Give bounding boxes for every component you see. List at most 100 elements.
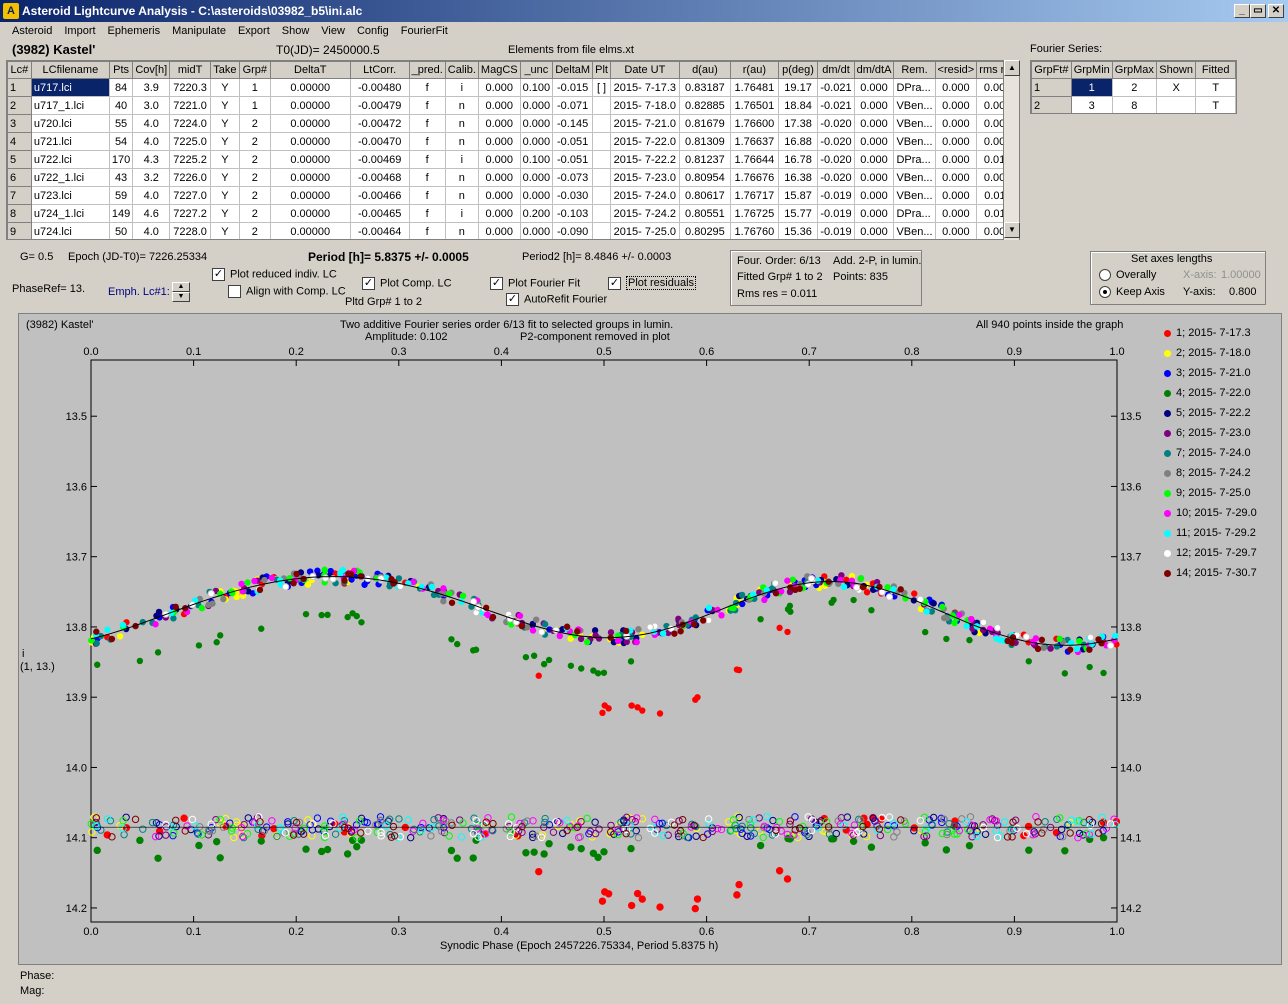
menu-view[interactable]: View bbox=[321, 25, 345, 37]
y-axis-value[interactable]: 0.800 bbox=[1229, 286, 1257, 298]
table-cell[interactable]: 16.78 bbox=[777, 150, 819, 169]
menu-fourierfit[interactable]: FourierFit bbox=[400, 25, 448, 37]
table-cell[interactable]: 7220.3 bbox=[169, 78, 211, 97]
fourier-cell[interactable]: 1 bbox=[1070, 78, 1113, 97]
fourier-column-header[interactable]: GrpMax bbox=[1111, 61, 1157, 79]
table-cell[interactable]: 0.00000 bbox=[269, 222, 351, 239]
table-cell[interactable]: VBen... bbox=[893, 96, 936, 115]
table-cell[interactable]: 7221.0 bbox=[169, 96, 211, 115]
table-row[interactable]: 6 u722_1.lci 43 3.2 7226.0 Y 2 0.00000 -0.00468 f… bbox=[7, 168, 1019, 187]
table-cell[interactable]: VBen... bbox=[893, 114, 936, 133]
column-header[interactable]: LtCorr. bbox=[349, 61, 410, 79]
table-cell[interactable]: 6 bbox=[7, 168, 32, 187]
fourier-cell[interactable]: T bbox=[1195, 96, 1236, 113]
table-cell[interactable]: 7227.2 bbox=[169, 204, 211, 223]
menu-export[interactable]: Export bbox=[237, 25, 270, 37]
table-cell[interactable]: 0.00000 bbox=[269, 204, 351, 223]
table-cell[interactable]: -0.020 bbox=[817, 168, 855, 187]
table-cell[interactable]: 0.100 bbox=[519, 150, 554, 169]
spin-up-icon[interactable]: ▲ bbox=[172, 282, 190, 292]
spin-down-icon[interactable]: ▼ bbox=[172, 292, 190, 302]
table-cell[interactable]: 0.000 bbox=[477, 150, 521, 169]
table-cell[interactable]: u722_1.lci bbox=[30, 168, 110, 187]
table-cell[interactable]: 7225.0 bbox=[169, 132, 211, 151]
table-cell[interactable]: 0.000 bbox=[519, 114, 554, 133]
table-cell[interactable]: f bbox=[408, 222, 446, 239]
table-cell[interactable]: 0.80295 bbox=[678, 222, 732, 239]
table-cell[interactable]: 0.00000 bbox=[269, 132, 351, 151]
table-cell[interactable]: 3.9 bbox=[132, 78, 171, 97]
table-cell[interactable]: Y bbox=[209, 222, 240, 239]
table-cell[interactable]: 1.76501 bbox=[730, 96, 779, 115]
keep-axis-radio[interactable]: Keep Axis bbox=[1099, 286, 1165, 299]
x-axis-value[interactable]: 1.00000 bbox=[1221, 269, 1261, 281]
minimize-button[interactable]: _ bbox=[1234, 4, 1250, 18]
plot-comp-checkbox[interactable]: ✓ Plot Comp. LC bbox=[362, 277, 452, 290]
table-cell[interactable]: 0.000 bbox=[519, 222, 554, 239]
table-cell[interactable]: -0.020 bbox=[817, 114, 855, 133]
table-cell[interactable]: 2015- 7-25.0 bbox=[609, 222, 680, 239]
fourier-cell[interactable]: 2 bbox=[1031, 96, 1072, 113]
table-cell[interactable]: 15.87 bbox=[777, 186, 819, 205]
table-cell[interactable]: 7228.0 bbox=[169, 222, 211, 239]
table-cell[interactable]: 1.76644 bbox=[730, 150, 779, 169]
table-row[interactable]: 3 u720.lci 55 4.0 7224.0 Y 2 0.00000 -0.00472 f n 0… bbox=[7, 114, 1019, 133]
table-cell[interactable]: -0.103 bbox=[552, 204, 594, 223]
menu-import[interactable]: Import bbox=[64, 25, 96, 37]
table-cell[interactable]: 1.76760 bbox=[730, 222, 779, 239]
table-cell[interactable]: -0.145 bbox=[552, 114, 594, 133]
emph-spinner[interactable]: ▲ ▼ bbox=[172, 282, 190, 302]
column-header[interactable]: r(au) bbox=[730, 61, 779, 79]
table-cell[interactable]: 4 bbox=[7, 132, 32, 151]
table-row[interactable]: 5 u722.lci 170 4.3 7225.2 Y 2 0.00000 -0.00469 f i… bbox=[7, 150, 1019, 169]
table-cell[interactable]: -0.00468 bbox=[349, 168, 410, 187]
column-header[interactable]: MagCS bbox=[477, 61, 521, 79]
table-cell[interactable]: 54 bbox=[108, 132, 134, 151]
table-cell[interactable]: 0.000 bbox=[477, 222, 521, 239]
table-row[interactable]: 1 u717.lci 84 3.9 7220.3 Y 1 0.00000 -0.00480 f i 0… bbox=[7, 78, 1019, 97]
table-cell[interactable]: 0.000 bbox=[477, 114, 521, 133]
column-header[interactable]: _pred. bbox=[408, 61, 446, 79]
column-header[interactable]: d(au) bbox=[678, 61, 732, 79]
maximize-button[interactable]: ▭ bbox=[1250, 4, 1266, 18]
table-cell[interactable]: 0.000 bbox=[934, 222, 978, 239]
table-cell[interactable]: 15.36 bbox=[777, 222, 819, 239]
scroll-down-icon[interactable]: ▼ bbox=[1004, 222, 1020, 238]
column-header[interactable]: LCfilename bbox=[30, 61, 110, 79]
column-header[interactable]: DeltaT bbox=[269, 61, 351, 79]
table-cell[interactable]: 19.17 bbox=[777, 78, 819, 97]
table-cell[interactable]: 5 bbox=[7, 150, 32, 169]
fourier-cell[interactable]: 1 bbox=[1031, 78, 1072, 97]
table-row[interactable]: 8 u724_1.lci 149 4.6 7227.2 Y 2 0.00000 -0.00465… bbox=[7, 204, 1019, 223]
table-cell[interactable]: 1.76725 bbox=[730, 204, 779, 223]
column-header[interactable]: p(deg) bbox=[777, 61, 819, 79]
table-cell[interactable]: VBen... bbox=[893, 168, 936, 187]
table-cell[interactable]: -0.073 bbox=[552, 168, 594, 187]
table-cell[interactable]: 2015- 7-24.2 bbox=[609, 204, 680, 223]
table-row[interactable]: 9 u724.lci 50 4.0 7228.0 Y 2 0.00000 -0.00464 f n 0… bbox=[7, 222, 1019, 239]
column-header[interactable]: Rem. bbox=[893, 61, 936, 79]
table-cell[interactable]: 15.77 bbox=[777, 204, 819, 223]
table-cell[interactable]: n bbox=[444, 168, 479, 187]
table-cell[interactable]: -0.021 bbox=[817, 78, 855, 97]
fourier-column-header[interactable]: Shown bbox=[1155, 61, 1197, 79]
table-cell[interactable]: u717_1.lci bbox=[30, 96, 110, 115]
column-header[interactable]: dm/dt bbox=[817, 61, 855, 79]
table-cell[interactable]: 16.88 bbox=[777, 132, 819, 151]
table-cell[interactable]: 0.00000 bbox=[269, 96, 351, 115]
fourier-cell[interactable] bbox=[1155, 96, 1197, 113]
table-cell[interactable]: 0.000 bbox=[519, 96, 554, 115]
table-cell[interactable]: u724.lci bbox=[30, 222, 110, 239]
table-cell[interactable]: u721.lci bbox=[30, 132, 110, 151]
column-header[interactable]: _unc bbox=[519, 61, 554, 79]
table-cell[interactable]: 0.82885 bbox=[678, 96, 732, 115]
table-cell[interactable]: 8 bbox=[7, 204, 32, 223]
menu-show[interactable]: Show bbox=[281, 25, 310, 37]
column-header[interactable]: <resid> bbox=[934, 61, 978, 79]
table-cell[interactable]: 0.81309 bbox=[678, 132, 732, 151]
plot-fourier-checkbox[interactable]: ✓ Plot Fourier Fit bbox=[490, 277, 580, 290]
table-cell[interactable]: 149 bbox=[108, 204, 134, 223]
plot-residuals-checkbox[interactable]: ✓ Plot residuals bbox=[608, 276, 697, 291]
column-header[interactable]: Pts bbox=[108, 61, 134, 79]
